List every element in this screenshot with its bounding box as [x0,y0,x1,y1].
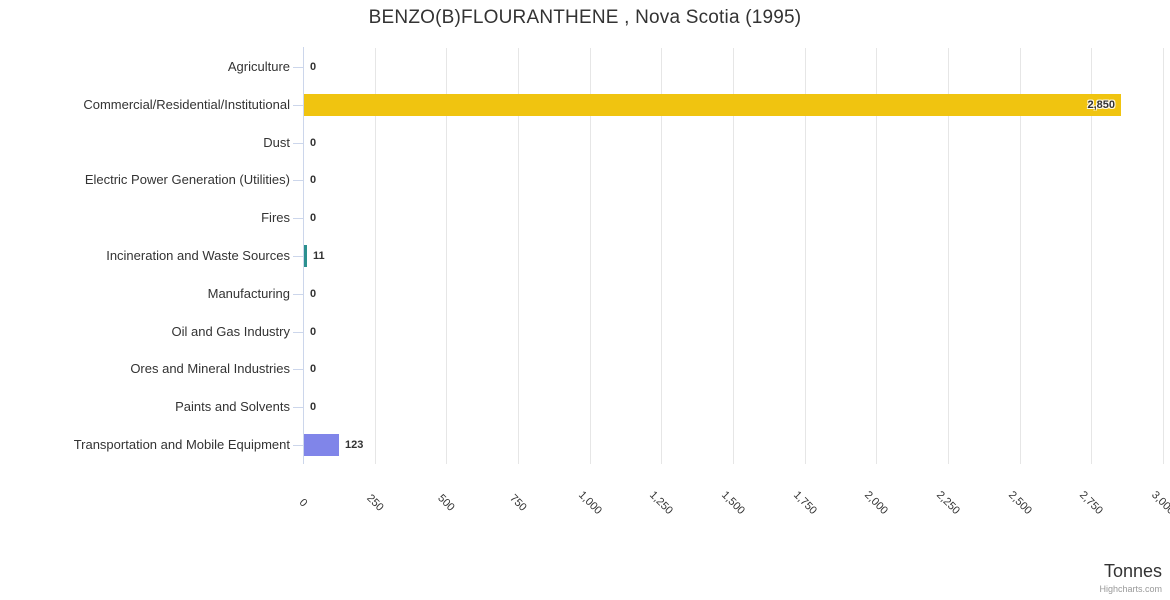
category-label: Commercial/Residential/Institutional [83,97,290,112]
category-label: Transportation and Mobile Equipment [73,437,290,452]
category-label: Electric Power Generation (Utilities) [84,172,290,187]
value-label: 0 [310,174,317,186]
value-label: 0 [310,212,317,224]
x-axis-tick-label: 2,250 [934,489,962,517]
x-axis-tick-label: 0 [296,496,310,510]
value-label: 0 [310,288,317,300]
gridline [661,48,662,464]
bar[interactable] [304,94,1121,116]
value-label: 0 [310,326,317,338]
value-label: 123 [345,439,364,451]
gridline [1091,48,1092,464]
x-axis-tick-label: 1,500 [719,489,747,517]
value-label: 0 [310,137,317,149]
gridline [518,48,519,464]
gridline [948,48,949,464]
x-axis-tick-label: 2,500 [1006,489,1034,517]
bar[interactable] [304,245,307,267]
category-label: Dust [263,135,290,150]
gridline [733,48,734,464]
bar[interactable] [304,434,339,456]
category-axis-line [303,47,304,464]
category-tick-mark [293,407,303,408]
category-tick-mark [293,218,303,219]
chart-title: BENZO(B)FLOURANTHENE , Nova Scotia (1995… [368,7,802,28]
value-label: 0 [310,61,317,73]
x-axis-title: Tonnes [1103,561,1162,581]
category-tick-mark [293,180,303,181]
value-label: 11 [313,250,325,262]
category-label: Paints and Solvents [175,399,290,414]
x-axis-tick-label: 3,000 [1149,489,1170,517]
category-tick-mark [293,67,303,68]
category-label: Agriculture [227,59,290,74]
x-axis-tick-label: 1,000 [576,489,604,517]
gridline [446,48,447,464]
value-label: 0 [310,363,317,375]
gridline [590,48,591,464]
x-axis-tick-label: 2,000 [862,489,890,517]
category-tick-mark [293,332,303,333]
category-label: Manufacturing [207,286,290,301]
x-axis-tick-label: 2,750 [1077,489,1105,517]
gridline [375,48,376,464]
category-label: Oil and Gas Industry [171,324,291,339]
x-axis-tick-label: 1,250 [647,489,675,517]
value-label: 0 [310,401,317,413]
x-axis-tick-label: 500 [435,492,457,514]
category-tick-mark [293,445,303,446]
gridline [805,48,806,464]
category-label: Ores and Mineral Industries [130,361,290,376]
x-axis-tick-label: 1,750 [791,489,819,517]
value-label: 2,850 [1087,99,1115,111]
category-tick-mark [293,143,303,144]
gridline [876,48,877,464]
category-tick-mark [293,105,303,106]
highcharts-credits-link[interactable]: Highcharts.com [1099,584,1162,594]
category-tick-mark [293,256,303,257]
category-tick-mark [293,294,303,295]
gridline [1020,48,1021,464]
x-axis-tick-label: 750 [507,492,529,514]
x-axis-tick-label: 250 [364,492,386,514]
category-tick-mark [293,369,303,370]
category-label: Incineration and Waste Sources [106,248,290,263]
category-label: Fires [261,210,290,225]
gridline [1163,48,1164,464]
